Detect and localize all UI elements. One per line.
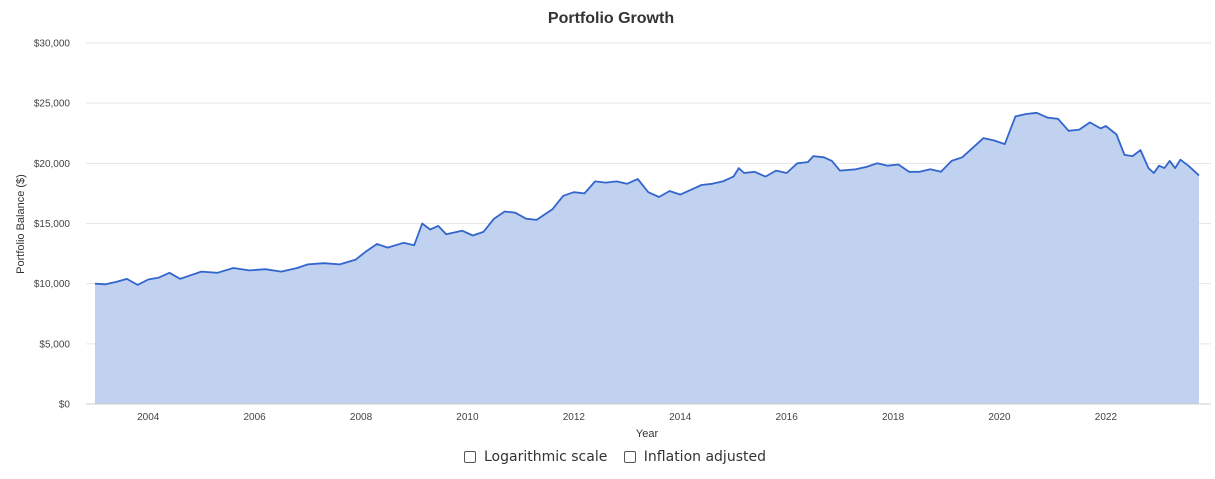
y-tick-label: $5,000: [39, 339, 70, 350]
x-tick-label: 2004: [137, 412, 160, 423]
x-tick-label: 2020: [988, 412, 1011, 423]
chart-title: Portfolio Growth: [548, 10, 674, 27]
x-tick-label: 2010: [456, 412, 479, 423]
x-tick-label: 2022: [1095, 412, 1118, 423]
x-tick-label: 2018: [882, 412, 905, 423]
x-tick-label: 2014: [669, 412, 692, 423]
x-tick-label: 2006: [243, 412, 266, 423]
y-axis-tick-labels: $0 $5,000 $10,000 $15,000 $20,000 $25,000 $30,…: [34, 39, 71, 411]
chart-options: Logarithmic scale Inflation adjusted: [0, 449, 1215, 467]
x-tick-label: 2012: [563, 412, 586, 423]
y-tick-label: $0: [59, 400, 71, 411]
y-tick-label: $10,000: [34, 279, 71, 290]
x-axis-tick-labels: 2004 2006 2008 2010 2012 2014 2016 2018 2020 2022: [137, 412, 1117, 423]
x-tick-label: 2008: [350, 412, 373, 423]
y-tick-label: $25,000: [34, 99, 71, 110]
log-scale-checkbox[interactable]: Logarithmic scale: [464, 449, 607, 465]
log-scale-checkbox-box[interactable]: [464, 451, 476, 463]
y-tick-label: $30,000: [34, 39, 71, 50]
y-tick-label: $20,000: [34, 159, 71, 170]
y-axis-label: Portfolio Balance ($): [15, 174, 27, 274]
inflation-adjusted-checkbox-box[interactable]: [623, 451, 636, 463]
series-line: [94, 111, 1200, 286]
inflation-adjusted-label[interactable]: Inflation adjusted: [643, 449, 766, 465]
log-scale-label[interactable]: Logarithmic scale: [484, 449, 608, 465]
x-axis-label: Year: [636, 428, 659, 440]
y-tick-label: $15,000: [34, 219, 71, 230]
inflation-adjusted-checkbox[interactable]: Inflation adjusted: [623, 449, 766, 465]
series-area-fill: [95, 112, 1199, 405]
x-tick-label: 2016: [776, 412, 799, 423]
portfolio-growth-chart: Portfolio Growth $0$5,000$10,000$15,000$…: [15, 10, 1211, 440]
